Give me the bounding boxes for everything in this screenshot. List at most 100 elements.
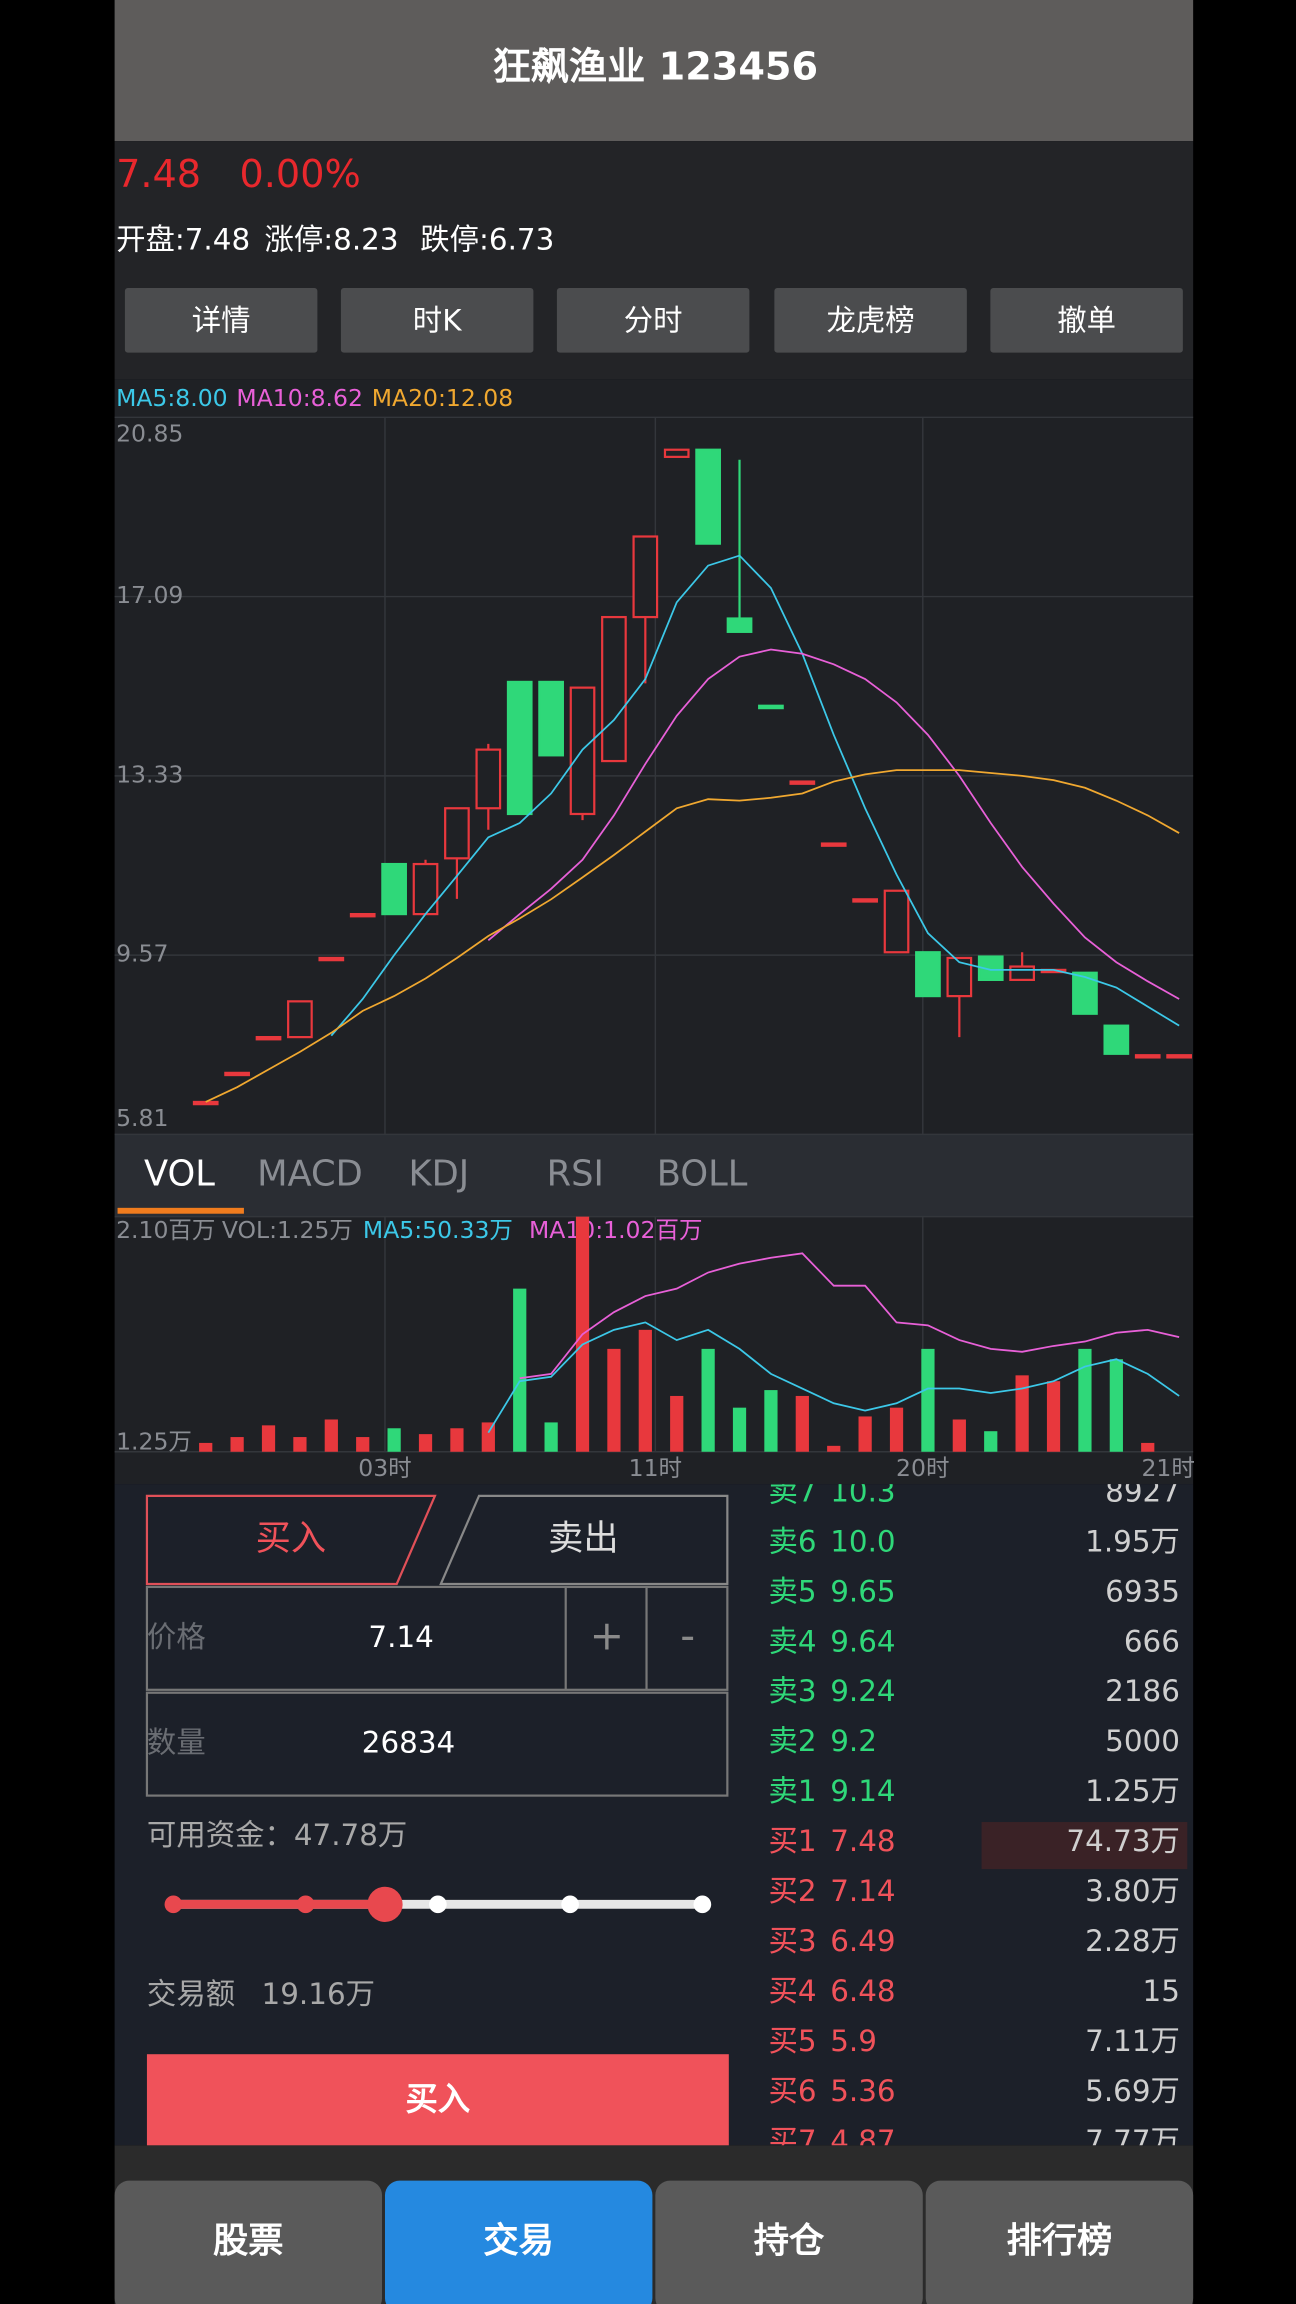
candle-body (883, 889, 910, 954)
candle-body (1166, 1054, 1192, 1059)
book-price: 10.3 (830, 1474, 895, 1508)
book-price: 7.14 (830, 1874, 895, 1908)
volume-bar (324, 1419, 338, 1452)
book-price: 5.36 (830, 2074, 895, 2108)
book-price: 4.87 (830, 2124, 895, 2158)
book-price: 9.65 (830, 1574, 895, 1608)
nav-tab[interactable] (114, 2180, 383, 2304)
book-volume: 5000 (1105, 1724, 1180, 1758)
button-label[interactable]: 详情 (192, 303, 251, 337)
nav-label[interactable]: 股票 (213, 2220, 284, 2261)
book-price: 7.48 (830, 1824, 895, 1858)
ma-line (487, 1321, 1180, 1434)
volume-bar (513, 1288, 527, 1452)
legend-entry: MA10:1.02百万 (529, 1216, 703, 1244)
candle-body (632, 535, 659, 619)
book-price: 10.0 (830, 1524, 895, 1558)
price-label: 价格 (147, 1620, 206, 1654)
indicator-tab[interactable]: VOL (144, 1154, 215, 1195)
x-tick-label: 21时 (1141, 1454, 1194, 1482)
volume-bar (418, 1434, 433, 1452)
price-input[interactable] (145, 1585, 729, 1691)
candle-body (663, 448, 690, 458)
header-bar (114, 0, 1194, 142)
buy-tab[interactable] (145, 1494, 437, 1586)
volume-bar (1046, 1381, 1061, 1452)
candle-body (758, 704, 784, 710)
y-tick-label: 20.85 (116, 419, 183, 447)
book-price: 9.2 (830, 1724, 877, 1758)
nav-label[interactable]: 持仓 (754, 2220, 825, 2261)
book-level: 卖1 (768, 1774, 816, 1808)
candle-body (820, 842, 847, 847)
nav-tab[interactable] (925, 2180, 1194, 2304)
candle-body (318, 956, 345, 962)
tab-button[interactable] (990, 288, 1183, 353)
tab-underline (117, 1207, 244, 1214)
nav-label[interactable]: 排行榜 (1007, 2220, 1113, 2261)
volume-bar (952, 1419, 966, 1452)
volume-bar (701, 1348, 715, 1452)
y-tick-label: 17.09 (116, 581, 183, 609)
book-volume: 1.25万 (1085, 1774, 1180, 1808)
buy-tab-label[interactable]: 买入 (256, 1518, 326, 1559)
book-level: 卖2 (768, 1724, 816, 1758)
indicator-tab[interactable]: MACD (257, 1154, 363, 1195)
nav-label[interactable]: 交易 (483, 2220, 554, 2261)
minus-button[interactable]: - (680, 1611, 695, 1659)
indicator-tab[interactable]: KDJ (408, 1154, 469, 1195)
volume-bar (984, 1431, 998, 1452)
price-chart-bg (114, 379, 1194, 1135)
sell-tab-label[interactable]: 卖出 (548, 1518, 619, 1559)
x-tick-label: 20时 (896, 1454, 949, 1482)
open: 开盘:7.48 (116, 222, 250, 256)
book-volume: 5.69万 (1085, 2074, 1180, 2108)
slider-dot (164, 1895, 183, 1914)
slider-handle[interactable] (367, 1886, 403, 1922)
tab-button[interactable] (774, 288, 967, 353)
submit-label[interactable]: 买入 (406, 2080, 471, 2118)
candle-body (475, 748, 502, 810)
candle-body (538, 680, 564, 757)
button-label[interactable]: 时K (413, 303, 462, 337)
amount-label: 交易额 (147, 1977, 235, 2011)
indicator-tab[interactable]: RSI (547, 1154, 604, 1195)
tab-button[interactable] (340, 288, 534, 353)
book-price: 9.14 (830, 1774, 895, 1808)
tab-button[interactable] (124, 288, 318, 353)
submit-button[interactable] (146, 2054, 729, 2146)
candle-body (1103, 1024, 1130, 1055)
ma-line (330, 554, 1180, 1037)
button-label[interactable]: 撤单 (1057, 303, 1116, 337)
volume-bar (1078, 1348, 1092, 1452)
candle-body (255, 1036, 282, 1041)
bid-highlight (981, 1822, 1188, 1870)
trade-panel-bg (114, 1484, 1194, 2146)
volume-bar (481, 1422, 495, 1452)
book-level: 卖5 (768, 1574, 816, 1608)
plus-button[interactable]: + (590, 1611, 624, 1659)
indicator-tab[interactable]: BOLL (657, 1154, 748, 1195)
legend-entry: MA10:8.62 (236, 384, 362, 412)
y-tick-label: 2.10百万 (116, 1216, 215, 1244)
button-label[interactable]: 分时 (624, 303, 683, 337)
candle-body (601, 615, 627, 763)
tab-button[interactable] (556, 288, 750, 353)
nav-tab[interactable] (655, 2180, 923, 2304)
book-price: 6.48 (830, 1974, 895, 2008)
button-label[interactable]: 龙虎榜 (827, 303, 915, 337)
qty-input[interactable] (145, 1691, 729, 1797)
y-tick-label: 9.57 (116, 940, 168, 968)
legend-entry: MA5:8.00 (116, 384, 228, 412)
book-volume: 8927 (1105, 1474, 1180, 1508)
x-tick-label: 11时 (629, 1454, 682, 1482)
candle-body (695, 448, 721, 545)
book-volume: 7.11万 (1085, 2024, 1180, 2058)
volume-bar (1015, 1375, 1029, 1452)
book-volume: 74.73万 (1066, 1824, 1179, 1858)
candle-body (726, 617, 753, 633)
volume-bar (450, 1428, 464, 1452)
book-level: 买7 (768, 2124, 816, 2158)
nav-tab[interactable] (384, 2180, 653, 2304)
sell-tab[interactable] (439, 1494, 729, 1586)
